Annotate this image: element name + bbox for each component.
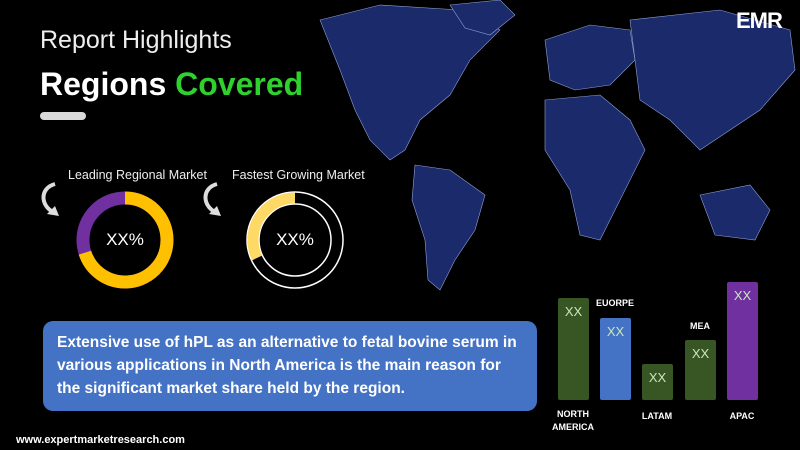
bar-apac: XX — [727, 282, 758, 400]
donut-label-fastest: Fastest Growing Market — [232, 168, 365, 182]
curved-arrow-icon — [41, 182, 59, 216]
bar-label: NORTH AMERICA — [552, 409, 594, 432]
divider-pill — [40, 112, 86, 120]
world-map — [319, 0, 796, 291]
donut-segment — [247, 192, 343, 288]
bar-mea: XX — [685, 340, 716, 400]
bar-latam: XX — [642, 364, 673, 400]
bar-label: MEA — [690, 321, 710, 331]
donut-charts — [76, 191, 344, 289]
europe-shape — [544, 24, 636, 91]
donut-segment — [76, 191, 174, 289]
donut-value-fastest: XX% — [276, 230, 314, 249]
bar-north-america: XX — [558, 298, 589, 400]
africa-shape — [544, 94, 646, 241]
bar-label: APAC — [729, 411, 755, 421]
donut-outline — [258, 203, 332, 277]
subtitle: Report Highlights — [40, 26, 232, 54]
asia-shape — [629, 9, 796, 151]
donut-outline — [246, 191, 344, 289]
greenland-shape — [449, 0, 516, 36]
south-america-shape — [411, 164, 486, 291]
title-part1: Regions — [40, 66, 167, 102]
page-title: Regions Covered — [40, 66, 303, 103]
donut-label-leading: Leading Regional Market — [68, 168, 207, 182]
title-part2: Covered — [175, 66, 304, 102]
callout-box: Extensive use of hPL as an alternative t… — [43, 321, 537, 411]
donut-value-leading: XX% — [106, 230, 144, 249]
emr-logo: EMR — [736, 8, 783, 33]
bar-euorpe: XX — [600, 318, 631, 400]
footer-url[interactable]: www.expertmarketresearch.com — [16, 434, 185, 446]
bar-label: EUORPE — [595, 298, 634, 308]
curved-arrow-icon — [203, 182, 221, 216]
bar-label: LATAM — [641, 411, 673, 421]
australia-shape — [699, 184, 771, 241]
